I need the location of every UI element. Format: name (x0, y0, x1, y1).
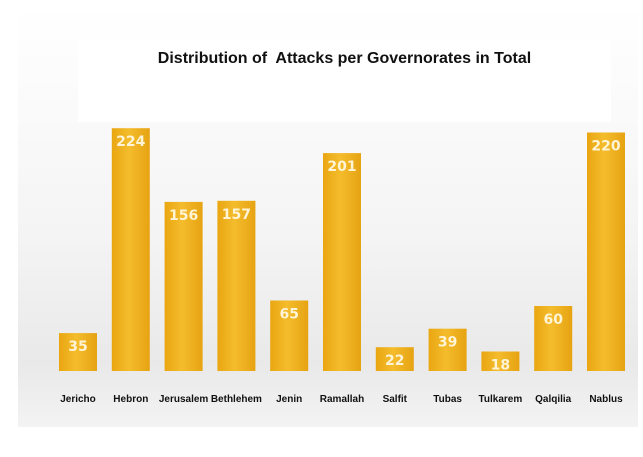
bar-tulkarem (481, 351, 520, 371)
category-label-tulkarem: Tulkarem (479, 394, 523, 405)
bar-qalqilia (534, 306, 573, 371)
data-label-jenin: 65 (279, 307, 298, 323)
category-label-bethlehem: Bethlehem (211, 394, 262, 405)
data-label-nablus: 220 (591, 139, 620, 155)
bar-jenin (270, 300, 309, 371)
bar-salfit (375, 347, 414, 371)
category-label-qalqilia: Qalqilia (535, 394, 572, 405)
bar-jerusalem (164, 201, 203, 371)
category-label-salfit: Salfit (383, 394, 408, 405)
data-label-salfit: 22 (385, 353, 404, 369)
data-label-qalqilia: 60 (543, 312, 563, 328)
bar-hebron (111, 128, 150, 371)
data-label-ramallah: 201 (327, 159, 356, 175)
category-label-jerusalem: Jerusalem (159, 394, 209, 405)
category-label-nablus: Nablus (589, 394, 623, 405)
data-label-jerusalem: 156 (169, 208, 198, 224)
bar-nablus (587, 132, 625, 371)
bar-bethlehem (217, 200, 256, 371)
category-label-tubas: Tubas (433, 394, 462, 405)
data-label-jericho: 35 (68, 339, 87, 355)
category-label-ramallah: Ramallah (320, 394, 364, 405)
category-label-hebron: Hebron (113, 394, 148, 405)
data-label-tulkarem: 18 (491, 358, 510, 374)
bar-ramallah (323, 153, 361, 371)
bar-jericho (59, 333, 97, 371)
category-label-jericho: Jericho (60, 394, 96, 405)
data-label-hebron: 224 (116, 134, 145, 150)
data-label-tubas: 39 (438, 335, 457, 351)
bar-tubas (428, 328, 467, 371)
title-box: Distribution of Attacks per Governorates… (78, 40, 611, 122)
category-label-jenin: Jenin (276, 394, 302, 405)
chart-title: Distribution of Attacks per Governorates… (157, 50, 532, 67)
data-label-bethlehem: 157 (222, 207, 251, 223)
